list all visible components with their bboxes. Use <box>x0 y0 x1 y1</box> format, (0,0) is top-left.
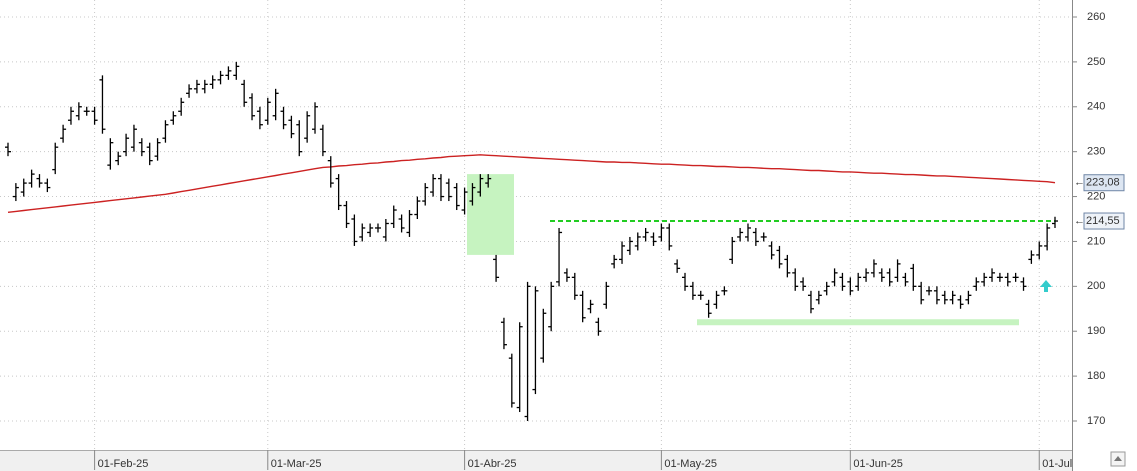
price-label-box <box>1083 174 1125 192</box>
x-tick-label: 01-Jun-25 <box>853 458 903 470</box>
price-label: 214,55 <box>1086 215 1120 227</box>
y-tick-label: 240 <box>1087 101 1105 113</box>
x-tick-label: 01-Abr-25 <box>468 458 517 470</box>
y-tick-label: 230 <box>1087 146 1105 158</box>
zone <box>467 174 514 255</box>
icon-glyph <box>1114 456 1122 461</box>
y-tick-label: 260 <box>1087 11 1105 23</box>
price-label: 223,08 <box>1086 177 1120 189</box>
support-band <box>697 319 1019 326</box>
x-tick-label: 01-Feb-25 <box>98 458 149 470</box>
y-tick-label: 220 <box>1087 190 1105 202</box>
y-tick-label: 170 <box>1087 415 1105 427</box>
x-tick-label: 01-Jul <box>1042 458 1072 470</box>
y-tick-label: 210 <box>1087 235 1105 247</box>
y-tick-label: 200 <box>1087 280 1105 292</box>
price-label-box <box>1083 212 1125 230</box>
price-label-pointer: ← <box>1074 177 1085 189</box>
y-tick-label: 180 <box>1087 370 1105 382</box>
signal-arrow <box>1040 280 1052 292</box>
y-tick-label: 190 <box>1087 325 1105 337</box>
x-tick-label: 01-May-25 <box>664 458 717 470</box>
moving-average <box>7 154 1056 213</box>
scroll-icon[interactable] <box>1110 451 1126 467</box>
x-tick-label: 01-Mar-25 <box>271 458 322 470</box>
price-label-pointer: ← <box>1074 215 1085 227</box>
x-axis-band <box>0 450 1073 471</box>
y-tick-label: 250 <box>1087 56 1105 68</box>
